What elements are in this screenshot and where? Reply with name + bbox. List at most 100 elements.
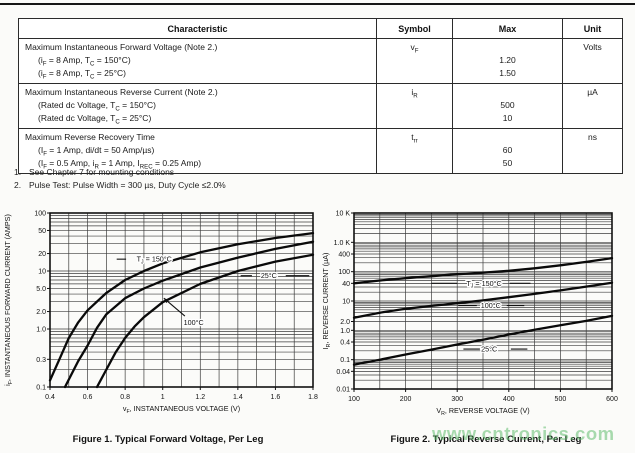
svg-text:500: 500	[555, 396, 567, 403]
svg-text:40: 40	[342, 281, 350, 288]
figure-caption: Figure 2. Typical Reverse Current, Per L…	[391, 434, 582, 445]
condition-text: (iF = 8 Amp, TC = 25°C)	[38, 68, 126, 80]
footnotes: 1. See Chapter 7 for mounting conditions …	[14, 166, 226, 191]
svg-text:1.8: 1.8	[308, 394, 318, 401]
svg-text:600: 600	[606, 396, 618, 403]
curve-TJ = 150°C	[48, 231, 315, 382]
svg-text:10: 10	[342, 299, 350, 306]
grid	[353, 213, 613, 390]
unit-cell: Volts	[562, 38, 623, 84]
table-header-row: Characteristic Symbol Max Unit	[18, 18, 623, 39]
svg-text:200: 200	[400, 396, 412, 403]
max-cell: 60 50	[452, 128, 563, 174]
characteristic-cell: Maximum Instantaneous Forward Voltage (N…	[18, 38, 377, 84]
svg-text:0.4: 0.4	[340, 340, 350, 347]
condition-text: (IF = 1 Amp, di/dt = 50 Amp/µs)	[38, 145, 155, 157]
svg-text:0.3: 0.3	[36, 357, 46, 364]
svg-text:iF, INSTANTANEOUS FORWARD CURR: iF, INSTANTANEOUS FORWARD CURRENT (AMPS)	[3, 214, 14, 386]
footnote-2: 2. Pulse Test: Pulse Width = 300 µs, Duty…	[14, 179, 226, 190]
svg-text:2.0: 2.0	[36, 309, 46, 316]
curve-labels: TJ = 150°C 100°C 25°C	[431, 278, 531, 355]
svg-text:0.1: 0.1	[340, 357, 350, 364]
svg-text:400: 400	[503, 396, 515, 403]
characteristic-text: Maximum Reverse Recovery Time	[25, 132, 155, 142]
max-header: Max	[452, 18, 563, 39]
svg-text:10 K: 10 K	[336, 211, 351, 218]
unit-cell: ns	[562, 128, 623, 174]
svg-text:2.0: 2.0	[340, 319, 350, 326]
svg-text:1.2: 1.2	[195, 394, 205, 401]
characteristic-text: Maximum Instantaneous Reverse Current (N…	[25, 87, 218, 97]
svg-text:1.0: 1.0	[340, 328, 350, 335]
svg-text:25°C: 25°C	[481, 345, 497, 354]
curve-25°C	[352, 314, 614, 366]
svg-text:0.8: 0.8	[120, 394, 130, 401]
characteristic-cell: Maximum Instantaneous Reverse Current (N…	[18, 83, 377, 129]
svg-text:Figure 2. Typical Reverse Curr: Figure 2. Typical Reverse Current, Per L…	[391, 434, 582, 445]
svg-text:100°C: 100°C	[184, 318, 204, 327]
curve-100°C	[352, 281, 614, 319]
unit-cell: µA	[562, 83, 623, 129]
svg-text:25°C: 25°C	[261, 271, 277, 280]
condition-text: (Rated dc Voltage, TC = 150°C)	[38, 100, 157, 112]
curve-labels: TJ = 150°C 25°C 100°C	[116, 253, 310, 328]
svg-text:100: 100	[348, 396, 360, 403]
svg-text:Figure 1. Typical Forward Volt: Figure 1. Typical Forward Voltage, Per L…	[73, 434, 264, 445]
curve-100°C	[63, 240, 315, 389]
symbol-cell: iR	[376, 83, 453, 129]
svg-text:0.04: 0.04	[336, 369, 350, 376]
svg-text:1.4: 1.4	[233, 394, 243, 401]
axis-ticks: 100 200 300 400 500 600 10 K 1.0 K 400 100 40 10 2.0…	[334, 211, 618, 404]
symbol-cell: trr	[376, 128, 453, 174]
axis-ticks: 0.4 0.6 0.8 1 1.2 1.4 1.6 1.8 100 50 20 10 5.0 2.0 1.0…	[34, 211, 318, 402]
svg-text:0.6: 0.6	[83, 394, 93, 401]
svg-text:400: 400	[338, 252, 350, 259]
condition-text: (iF = 8 Amp, TC = 150°C)	[38, 55, 131, 67]
svg-text:100°C: 100°C	[481, 301, 501, 310]
svg-text:0.01: 0.01	[336, 387, 350, 394]
symbol-header: Symbol	[376, 18, 453, 39]
svg-text:vF, INSTANTANEOUS VOLTAGE (V): vF, INSTANTANEOUS VOLTAGE (V)	[123, 404, 240, 415]
svg-text:100: 100	[34, 211, 46, 218]
svg-text:300: 300	[451, 396, 463, 403]
curve-TJ = 150°C	[352, 256, 614, 285]
axis-labels: VR, REVERSE VOLTAGE (V) IR, REVERSE CURRE…	[321, 253, 530, 417]
svg-text:100: 100	[338, 269, 350, 276]
svg-text:TJ = 150°C: TJ = 150°C	[137, 255, 172, 266]
svg-text:20: 20	[38, 251, 46, 258]
table-row-forward-voltage: Maximum Instantaneous Forward Voltage (N…	[18, 38, 623, 84]
svg-text:0.4: 0.4	[45, 394, 55, 401]
table-row-recovery-time: Maximum Reverse Recovery Time (IF = 1 Am…	[18, 128, 623, 174]
characteristic-cell: Maximum Reverse Recovery Time (IF = 1 Am…	[18, 128, 377, 174]
unit-header: Unit	[562, 18, 623, 39]
svg-text:1.0: 1.0	[36, 327, 46, 334]
figure-caption: Figure 1. Typical Forward Voltage, Per L…	[73, 434, 264, 445]
svg-text:5.0: 5.0	[36, 286, 46, 293]
svg-text:1.0 K: 1.0 K	[334, 240, 351, 247]
figure2-reverse-current-chart: 100 200 300 400 500 600 10 K 1.0 K 400 100 40 10 2.0…	[321, 211, 618, 446]
figure1-forward-voltage-chart: 0.4 0.6 0.8 1 1.2 1.4 1.6 1.8 100 50 20 10 5.0 2.0 1.0…	[3, 211, 318, 446]
characteristics-table: Characteristic Symbol Max Unit Maximum I…	[18, 18, 623, 174]
svg-text:IR, REVERSE CURRENT (µA): IR, REVERSE CURRENT (µA)	[321, 253, 332, 350]
characteristic-header: Characteristic	[18, 18, 377, 39]
footnote-1: 1. See Chapter 7 for mounting conditions	[14, 167, 175, 177]
symbol-cell: vF	[376, 38, 453, 84]
table-row-reverse-current: Maximum Instantaneous Reverse Current (N…	[18, 83, 623, 129]
svg-text:VR, REVERSE VOLTAGE (V): VR, REVERSE VOLTAGE (V)	[436, 406, 529, 417]
svg-text:1: 1	[161, 394, 165, 401]
axis-labels: vF, INSTANTANEOUS VOLTAGE (V) iF, INSTANT…	[3, 214, 240, 415]
max-cell: 500 10	[452, 83, 563, 129]
svg-text:0.1: 0.1	[36, 385, 46, 392]
top-rule	[0, 3, 635, 5]
condition-text: (Rated dc Voltage, TC = 25°C)	[38, 113, 152, 125]
curves	[352, 256, 614, 366]
curves	[48, 231, 315, 389]
svg-text:TJ = 150°C: TJ = 150°C	[466, 279, 501, 290]
max-cell: 1.20 1.50	[452, 38, 563, 84]
svg-text:50: 50	[38, 228, 46, 235]
curve-25°C	[95, 253, 315, 389]
condition-text: (IF = 0.5 Amp, iR = 1 Amp, IREC = 0.25 A…	[38, 158, 202, 170]
characteristic-text: Maximum Instantaneous Forward Voltage (N…	[25, 42, 218, 52]
svg-text:1.6: 1.6	[271, 394, 281, 401]
